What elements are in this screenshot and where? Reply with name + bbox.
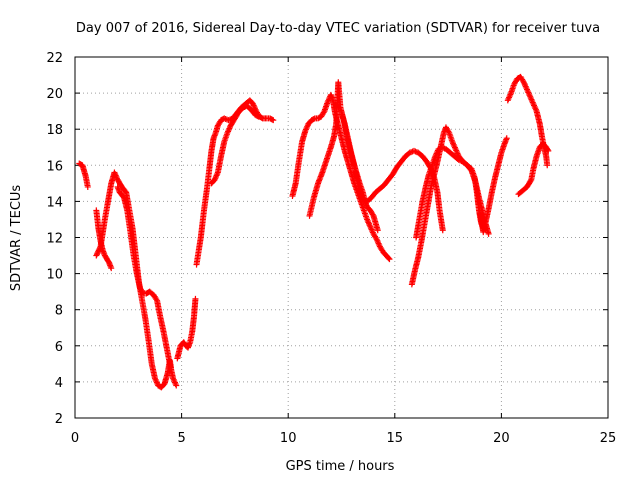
y-tick-label: 4 — [55, 376, 63, 391]
plot-frame — [74, 56, 609, 419]
data-point — [320, 109, 327, 116]
series-arc-1 — [76, 160, 91, 190]
data-point — [485, 230, 492, 237]
y-tick-label: 12 — [46, 232, 63, 247]
series-arc-13 — [474, 135, 510, 236]
y-tick-label: 20 — [46, 87, 63, 102]
data-point — [270, 117, 277, 124]
x-tick-label: 10 — [280, 431, 297, 446]
data-layer — [76, 73, 552, 391]
x-tick-label: 0 — [71, 431, 79, 446]
y-tick-label: 22 — [46, 51, 63, 66]
data-point — [192, 295, 199, 302]
data-point — [96, 244, 103, 251]
data-point — [544, 146, 551, 153]
data-point — [84, 183, 91, 190]
series-arc-3 — [93, 169, 174, 391]
data-point — [254, 112, 261, 119]
data-point — [544, 162, 551, 169]
x-tick-label: 15 — [387, 431, 404, 446]
chart-title: Day 007 of 2016, Sidereal Day-to-day VTE… — [76, 21, 600, 36]
data-point — [369, 211, 376, 218]
series-arc-15 — [515, 140, 552, 198]
data-point — [445, 128, 452, 135]
data-point — [503, 135, 510, 142]
y-tick-label: 10 — [46, 268, 63, 283]
data-point — [386, 256, 393, 263]
data-point — [310, 115, 317, 122]
y-tick-label: 18 — [46, 123, 63, 138]
y-tick-label: 8 — [55, 304, 63, 319]
data-point — [374, 227, 381, 234]
series-arc-5 — [174, 295, 199, 362]
data-point — [269, 116, 276, 123]
series-arc-12 — [413, 144, 492, 241]
x-tick-label: 5 — [177, 431, 185, 446]
data-point — [255, 113, 262, 120]
data-point — [108, 265, 115, 272]
x-axis-label: GPS time / hours — [286, 459, 395, 474]
data-point — [439, 227, 446, 234]
series-arc-14 — [504, 73, 551, 169]
data-point — [173, 382, 180, 389]
series-arc-4 — [114, 183, 180, 389]
y-axis-label: SDTVAR / TECUs — [9, 185, 24, 292]
x-tick-label: 20 — [493, 431, 510, 446]
y-tick-label: 6 — [55, 340, 63, 355]
data-point — [153, 296, 160, 303]
data-point — [545, 147, 552, 154]
y-tick-label: 2 — [55, 412, 63, 427]
x-tick-label: 25 — [600, 431, 617, 446]
data-point — [385, 255, 392, 262]
data-point — [527, 177, 534, 184]
tick-layer: 0 5 10 15 20 25 2 4 6 8 10 12 14 16 18 20 22 — [46, 51, 616, 446]
series-arc-7 — [208, 102, 262, 187]
y-tick-label: 14 — [46, 195, 63, 210]
y-tick-label: 16 — [46, 159, 63, 174]
